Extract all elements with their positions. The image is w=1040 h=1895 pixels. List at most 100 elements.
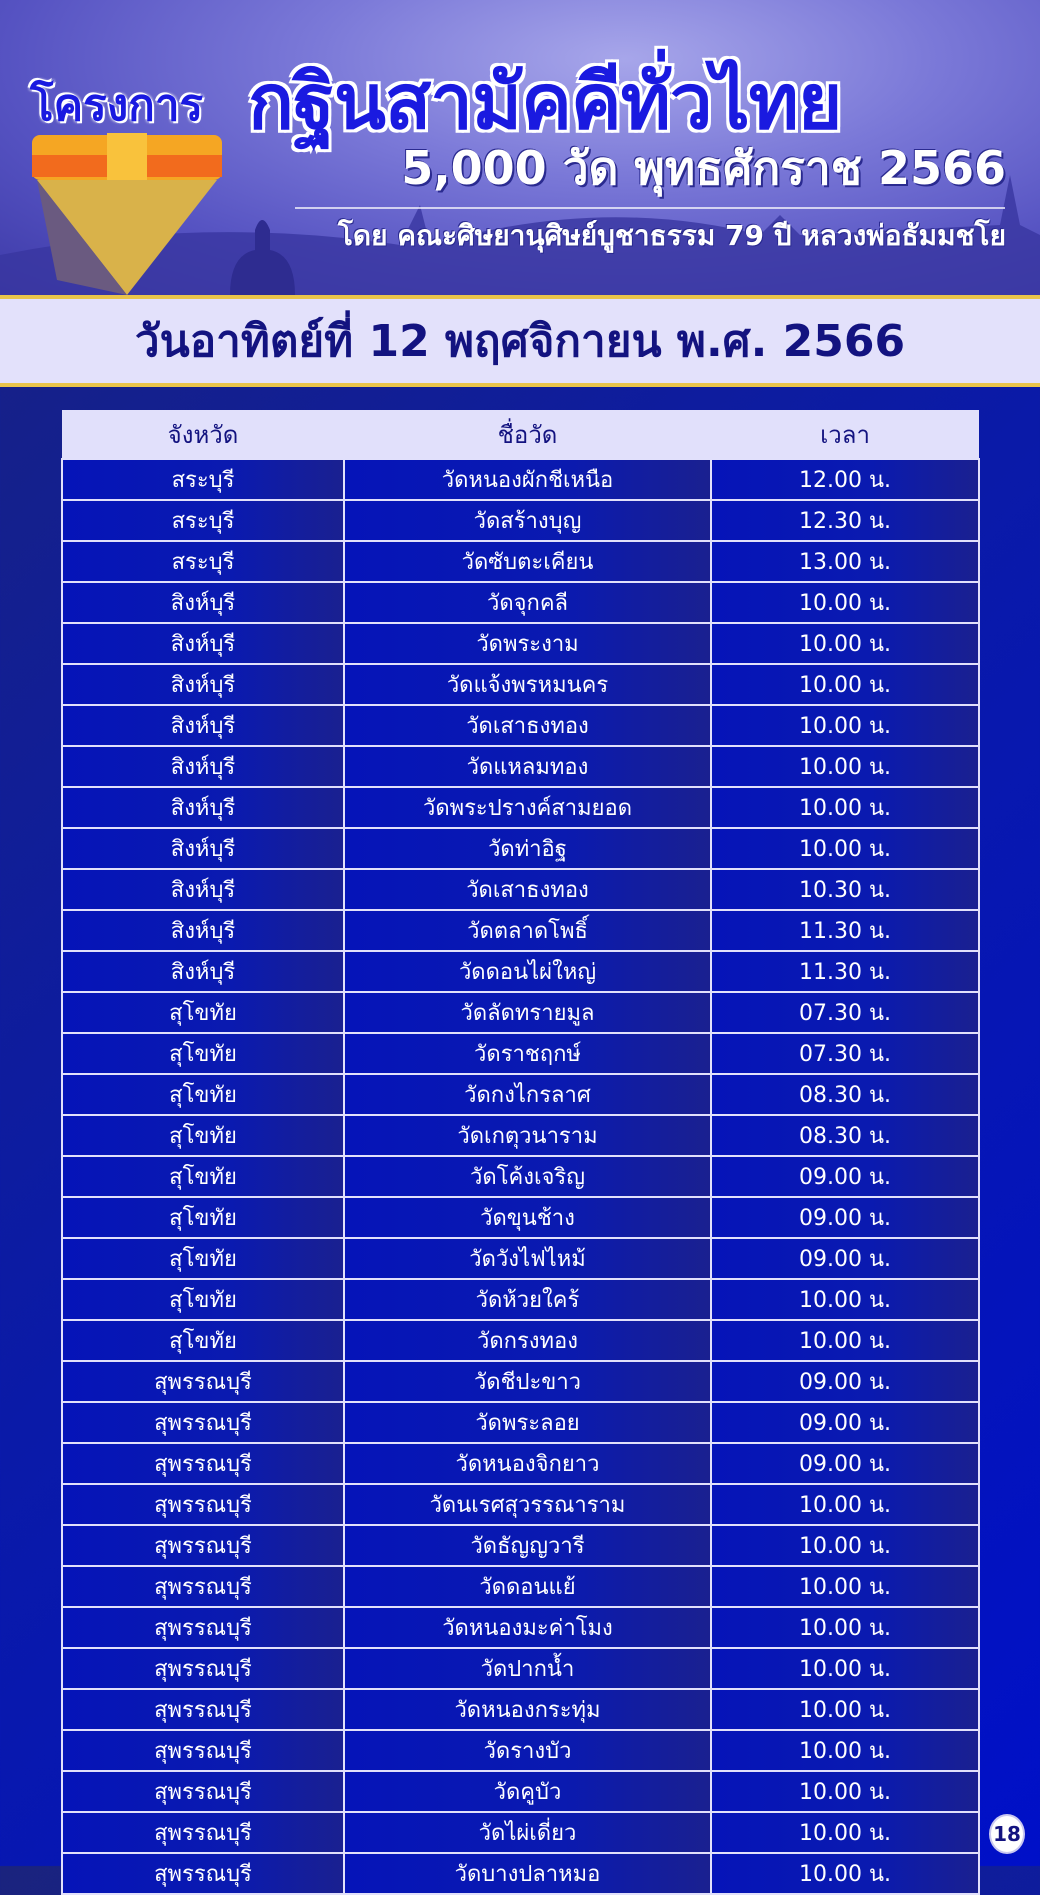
- time-cell: 07.30 น.: [710, 1032, 980, 1075]
- temple-name-cell: วัดไผ่เดี่ยว: [343, 1811, 712, 1854]
- temple-name-cell: วัดห้วยใคร้: [343, 1278, 712, 1321]
- time-cell: 12.00 น.: [710, 458, 980, 501]
- temple-name-cell: วัดลัดทรายมูล: [343, 991, 712, 1034]
- temple-name-cell: วัดเสาธงทอง: [343, 868, 712, 911]
- table-row: สระบุรี วัดสร้างบุญ 12.30 น.: [61, 499, 980, 542]
- province-cell: สุพรรณบุรี: [61, 1442, 345, 1485]
- time-cell: 10.00 น.: [710, 1770, 980, 1813]
- temple-name-cell: วัดหนองจิกยาว: [343, 1442, 712, 1485]
- divider: [295, 207, 1005, 209]
- table-row: สิงห์บุรี วัดแจ้งพรหมนคร 10.00 น.: [61, 663, 980, 706]
- time-cell: 07.30 น.: [710, 991, 980, 1034]
- temple-name-cell: วัดพระลอย: [343, 1401, 712, 1444]
- table-row: สุพรรณบุรี วัดบางปลาหมอ 10.00 น.: [61, 1852, 980, 1895]
- table-row: สุโขทัย วัดลัดทรายมูล 07.30 น.: [61, 991, 980, 1034]
- province-cell: สุพรรณบุรี: [61, 1688, 345, 1731]
- page-number-badge: 18: [989, 1814, 1025, 1854]
- temple-name-cell: วัดตลาดโพธิ์: [343, 909, 712, 952]
- province-cell: สิงห์บุรี: [61, 745, 345, 788]
- province-cell: สุโขทัย: [61, 991, 345, 1034]
- table-row: สุโขทัย วัดกรงทอง 10.00 น.: [61, 1319, 980, 1362]
- time-cell: 10.00 น.: [710, 1319, 980, 1362]
- table-row: สุพรรณบุรี วัดหนองจิกยาว 09.00 น.: [61, 1442, 980, 1485]
- time-cell: 10.00 น.: [710, 1606, 980, 1649]
- temple-name-cell: วัดขุนช้าง: [343, 1196, 712, 1239]
- table-row: สิงห์บุรี วัดตลาดโพธิ์ 11.30 น.: [61, 909, 980, 952]
- table-row: สิงห์บุรี วัดดอนไผ่ใหญ่ 11.30 น.: [61, 950, 980, 993]
- time-cell: 10.00 น.: [710, 663, 980, 706]
- temple-name-cell: วัดบางปลาหมอ: [343, 1852, 712, 1895]
- time-cell: 10.00 น.: [710, 581, 980, 624]
- time-cell: 10.00 น.: [710, 827, 980, 870]
- province-cell: สิงห์บุรี: [61, 868, 345, 911]
- time-cell: 12.30 น.: [710, 499, 980, 542]
- time-cell: 08.30 น.: [710, 1073, 980, 1116]
- temple-name-cell: วัดดอนไผ่ใหญ่: [343, 950, 712, 993]
- organizer-text: โดย คณะศิษยานุศิษย์บูชาธรรม 79 ปี หลวงพ่…: [337, 219, 1006, 252]
- time-cell: 10.00 น.: [710, 1647, 980, 1690]
- temple-name-cell: วัดเสาธงทอง: [343, 704, 712, 747]
- temple-name-cell: วัดซับตะเคียน: [343, 540, 712, 583]
- table-row: สุพรรณบุรี วัดธัญญวารี 10.00 น.: [61, 1524, 980, 1567]
- temple-name-cell: วัดรางบัว: [343, 1729, 712, 1772]
- time-cell: 10.30 น.: [710, 868, 980, 911]
- temple-name-cell: วัดจุกคลี: [343, 581, 712, 624]
- time-cell: 10.00 น.: [710, 1852, 980, 1895]
- table-row: สุพรรณบุรี วัดรางบัว 10.00 น.: [61, 1729, 980, 1772]
- province-cell: สุพรรณบุรี: [61, 1606, 345, 1649]
- province-cell: สิงห์บุรี: [61, 786, 345, 829]
- temple-schedule-table: จังหวัด ชื่อวัด เวลา สระบุรี วัดหนองผักชี…: [61, 410, 980, 1895]
- time-cell: 10.00 น.: [710, 1811, 980, 1854]
- table-row: สิงห์บุรี วัดท่าอิฐ 10.00 น.: [61, 827, 980, 870]
- temple-name-cell: วัดคูบัว: [343, 1770, 712, 1813]
- province-cell: สระบุรี: [61, 458, 345, 501]
- table-row: สุพรรณบุรี วัดชีปะขาว 09.00 น.: [61, 1360, 980, 1403]
- time-cell: 09.00 น.: [710, 1360, 980, 1403]
- table-header-row: จังหวัด ชื่อวัด เวลา: [62, 410, 979, 459]
- province-cell: สุโขทัย: [61, 1319, 345, 1362]
- province-cell: สุพรรณบุรี: [61, 1852, 345, 1895]
- temple-name-cell: วัดดอนแย้: [343, 1565, 712, 1608]
- province-cell: สุโขทัย: [61, 1114, 345, 1157]
- time-cell: 10.00 น.: [710, 1483, 980, 1526]
- temple-name-cell: วัดพระงาม: [343, 622, 712, 665]
- province-cell: สิงห์บุรี: [61, 622, 345, 665]
- event-date: วันอาทิตย์ที่ 12 พฤศจิกายน พ.ศ. 2566: [134, 316, 906, 367]
- column-header-temple: ชื่อวัด: [344, 410, 711, 459]
- temple-name-cell: วัดวังไฟไหม้: [343, 1237, 712, 1280]
- province-cell: สุโขทัย: [61, 1032, 345, 1075]
- time-cell: 10.00 น.: [710, 1729, 980, 1772]
- time-cell: 10.00 น.: [710, 622, 980, 665]
- robe-offering-image: [32, 133, 222, 295]
- table-row: สุพรรณบุรี วัดคูบัว 10.00 น.: [61, 1770, 980, 1813]
- temple-name-cell: วัดชีปะขาว: [343, 1360, 712, 1403]
- table-row: สุพรรณบุรี วัดนเรศสุวรรณาราม 10.00 น.: [61, 1483, 980, 1526]
- time-cell: 10.00 น.: [710, 745, 980, 788]
- campaign-title: กฐินสามัคคีทั่วไทย: [248, 57, 842, 146]
- time-cell: 11.30 น.: [710, 950, 980, 993]
- table-row: สุพรรณบุรี วัดหนองมะค่าโมง 10.00 น.: [61, 1606, 980, 1649]
- temple-name-cell: วัดนเรศสุวรรณาราม: [343, 1483, 712, 1526]
- province-cell: สุโขทัย: [61, 1155, 345, 1198]
- time-cell: 09.00 น.: [710, 1442, 980, 1485]
- temple-name-cell: วัดท่าอิฐ: [343, 827, 712, 870]
- column-header-time: เวลา: [711, 410, 979, 459]
- temple-name-cell: วัดสร้างบุญ: [343, 499, 712, 542]
- province-cell: สุโขทัย: [61, 1073, 345, 1116]
- temple-name-cell: วัดกรงทอง: [343, 1319, 712, 1362]
- table-row: สุพรรณบุรี วัดดอนแย้ 10.00 น.: [61, 1565, 980, 1608]
- province-cell: สุพรรณบุรี: [61, 1729, 345, 1772]
- temple-name-cell: วัดราชฤกษ์: [343, 1032, 712, 1075]
- province-cell: สิงห์บุรี: [61, 827, 345, 870]
- province-cell: สุพรรณบุรี: [61, 1524, 345, 1567]
- table-row: สิงห์บุรี วัดเสาธงทอง 10.00 น.: [61, 704, 980, 747]
- province-cell: สุโขทัย: [61, 1278, 345, 1321]
- table-row: สิงห์บุรี วัดจุกคลี 10.00 น.: [61, 581, 980, 624]
- province-cell: สิงห์บุรี: [61, 581, 345, 624]
- time-cell: 10.00 น.: [710, 704, 980, 747]
- province-cell: สิงห์บุรี: [61, 704, 345, 747]
- province-cell: สระบุรี: [61, 540, 345, 583]
- province-cell: สิงห์บุรี: [61, 950, 345, 993]
- time-cell: 13.00 น.: [710, 540, 980, 583]
- table-row: สุพรรณบุรี วัดพระลอย 09.00 น.: [61, 1401, 980, 1444]
